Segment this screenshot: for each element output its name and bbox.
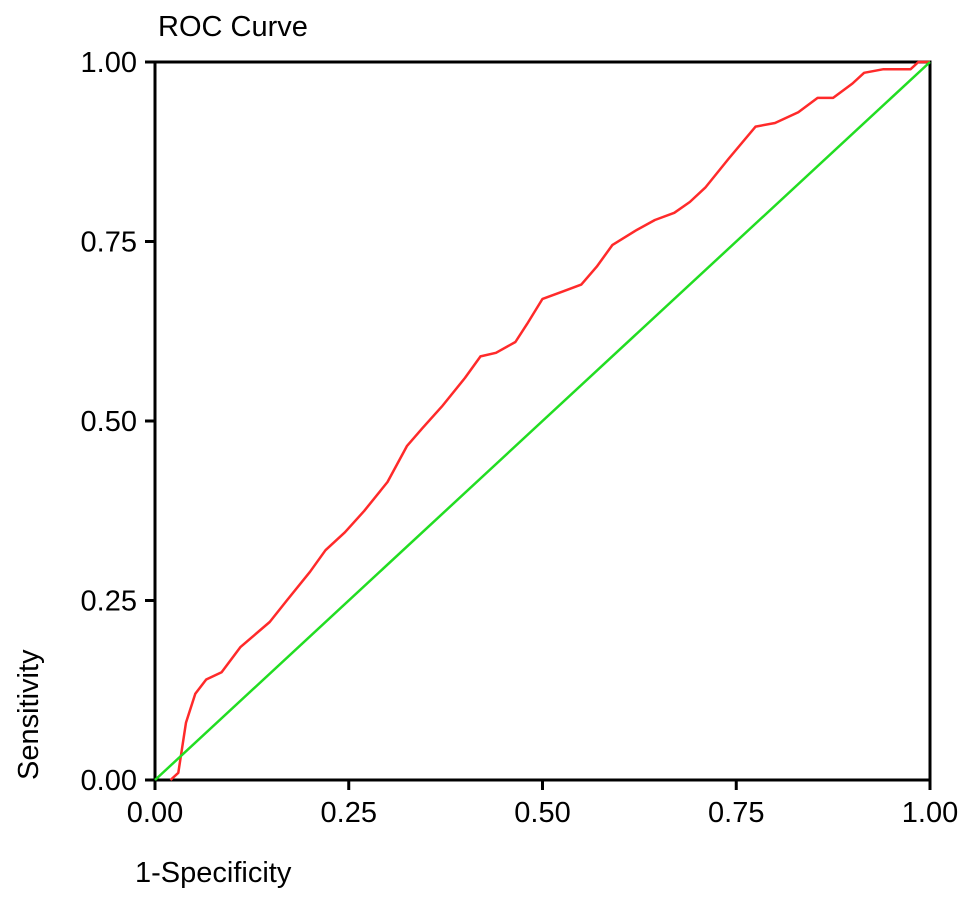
- y-tick-label: 0.75: [81, 227, 137, 259]
- chart-title: ROC Curve: [158, 11, 308, 43]
- y-tick-label: 1.00: [81, 47, 137, 79]
- y-axis-ticks: 0.00 0.25 0.50 0.75 1.00: [81, 47, 155, 797]
- x-tick-label: 0.50: [514, 797, 570, 829]
- x-axis-ticks: 0.00 0.25 0.50 0.75 1.00: [127, 780, 958, 829]
- y-tick-label: 0.50: [81, 406, 137, 438]
- x-tick-label: 0.00: [127, 797, 183, 829]
- y-axis-title: Sensitivity: [13, 649, 45, 780]
- y-tick-label: 0.25: [81, 586, 137, 618]
- roc-curve-line: [169, 60, 930, 781]
- y-tick-label: 0.00: [81, 765, 137, 797]
- x-axis-title: 1-Specificity: [135, 857, 292, 889]
- x-tick-label: 0.25: [321, 797, 377, 829]
- x-tick-label: 1.00: [902, 797, 958, 829]
- series-layer: [154, 60, 931, 781]
- reference-diagonal-line: [154, 61, 931, 781]
- x-tick-label: 0.75: [708, 797, 764, 829]
